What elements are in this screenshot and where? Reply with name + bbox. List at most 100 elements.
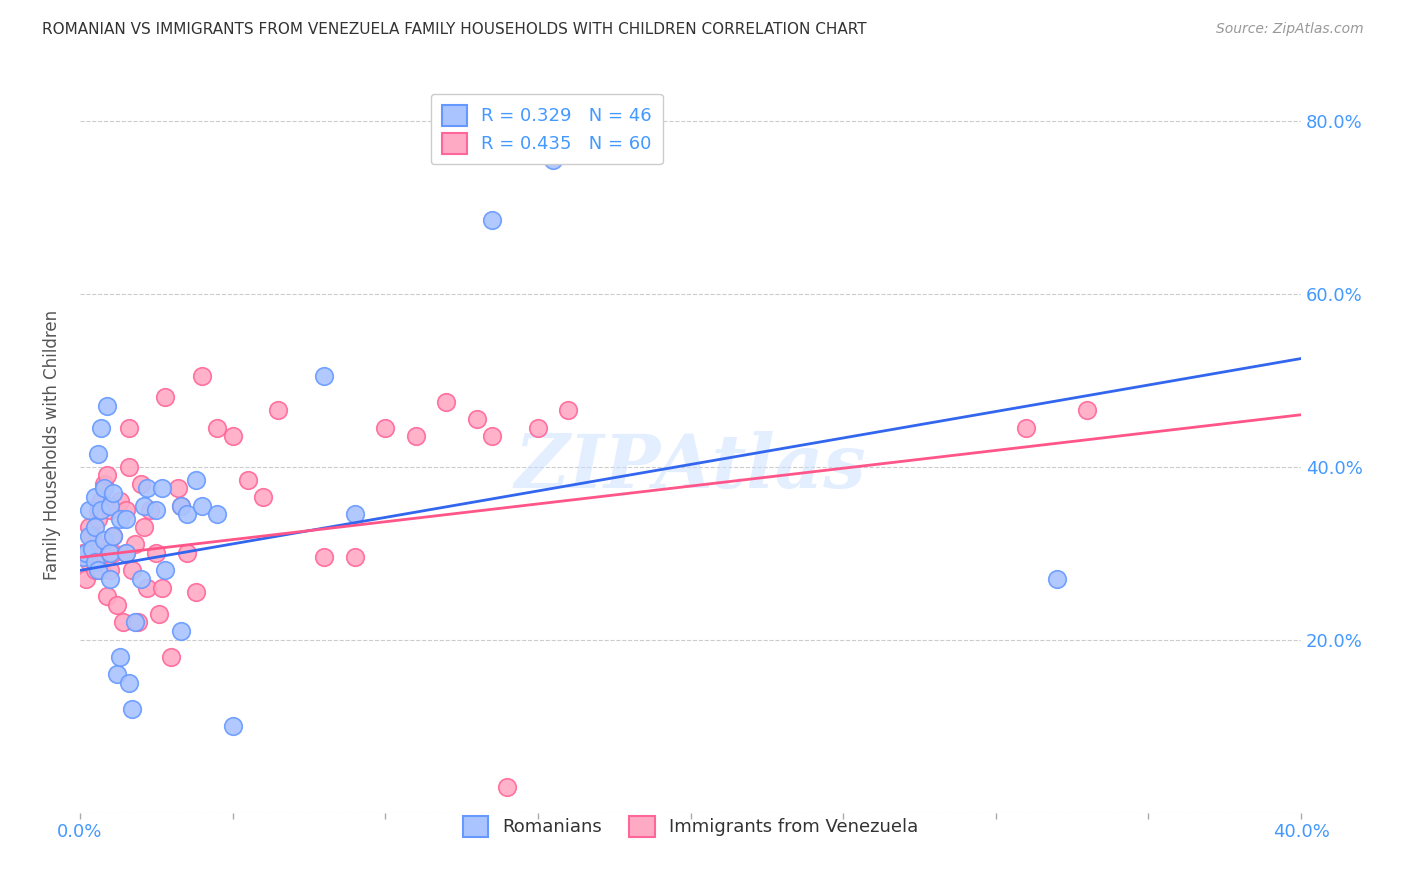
Point [221, 719, 243, 733]
Point [100, 503, 122, 517]
Point [96, 468, 118, 483]
Point [84, 537, 107, 551]
Point [343, 507, 366, 521]
Point [108, 649, 131, 664]
Point [114, 511, 136, 525]
Point [1046, 572, 1069, 586]
Point [114, 503, 136, 517]
Point [118, 459, 141, 474]
Point [87, 563, 110, 577]
Point [405, 429, 427, 443]
Point [541, 153, 564, 167]
Point [191, 499, 214, 513]
Point [155, 563, 177, 577]
Point [132, 520, 155, 534]
Point [169, 624, 191, 638]
Point [87, 511, 110, 525]
Point [481, 213, 503, 227]
Point [103, 485, 125, 500]
Point [314, 550, 336, 565]
Text: Source: ZipAtlas.com: Source: ZipAtlas.com [1216, 22, 1364, 37]
Point [434, 394, 457, 409]
Point [136, 581, 159, 595]
Point [80, 529, 103, 543]
Point [72, 546, 94, 560]
Point [169, 499, 191, 513]
Point [166, 481, 188, 495]
Point [176, 507, 198, 521]
Point [100, 499, 122, 513]
Point [105, 598, 128, 612]
Y-axis label: Family Households with Children: Family Households with Children [44, 310, 60, 580]
Point [132, 499, 155, 513]
Point [136, 481, 159, 495]
Point [481, 429, 503, 443]
Text: ROMANIAN VS IMMIGRANTS FROM VENEZUELA FAMILY HOUSEHOLDS WITH CHILDREN CORRELATIO: ROMANIAN VS IMMIGRANTS FROM VENEZUELA FA… [42, 22, 868, 37]
Point [252, 490, 274, 504]
Point [145, 546, 167, 560]
Point [150, 581, 173, 595]
Point [155, 391, 177, 405]
Point [314, 368, 336, 383]
Point [1015, 420, 1038, 434]
Point [129, 572, 152, 586]
Point [77, 555, 100, 569]
Point [103, 529, 125, 543]
Point [87, 503, 110, 517]
Point [93, 533, 115, 548]
Point [145, 503, 167, 517]
Point [343, 550, 366, 565]
Point [77, 503, 100, 517]
Point [557, 403, 579, 417]
Point [118, 676, 141, 690]
Point [124, 537, 146, 551]
Point [114, 546, 136, 560]
Point [93, 546, 115, 560]
Point [527, 420, 550, 434]
Point [465, 412, 488, 426]
Point [93, 477, 115, 491]
Point [90, 563, 112, 577]
Point [374, 420, 396, 434]
Point [207, 420, 229, 434]
Point [169, 499, 191, 513]
Point [108, 494, 131, 508]
Point [87, 447, 110, 461]
Point [80, 541, 103, 556]
Point [84, 520, 107, 534]
Point [118, 420, 141, 434]
Point [100, 546, 122, 560]
Point [75, 572, 97, 586]
Point [124, 615, 146, 630]
Text: ZIPAtlas: ZIPAtlas [515, 431, 866, 503]
Point [100, 563, 122, 577]
Point [77, 520, 100, 534]
Point [72, 550, 94, 565]
Point [114, 546, 136, 560]
Point [236, 473, 259, 487]
Point [90, 420, 112, 434]
Point [75, 546, 97, 560]
Point [150, 481, 173, 495]
Point [103, 546, 125, 560]
Point [139, 503, 162, 517]
Point [1076, 403, 1098, 417]
Point [84, 563, 107, 577]
Point [93, 481, 115, 495]
Point [90, 503, 112, 517]
Point [121, 563, 143, 577]
Point [84, 555, 107, 569]
Point [176, 546, 198, 560]
Point [96, 590, 118, 604]
Point [103, 529, 125, 543]
Point [90, 494, 112, 508]
Point [184, 585, 207, 599]
Point [127, 615, 149, 630]
Point [148, 607, 170, 621]
Point [84, 490, 107, 504]
Point [111, 615, 134, 630]
Point [184, 473, 207, 487]
Point [129, 477, 152, 491]
Point [77, 529, 100, 543]
Point [221, 429, 243, 443]
